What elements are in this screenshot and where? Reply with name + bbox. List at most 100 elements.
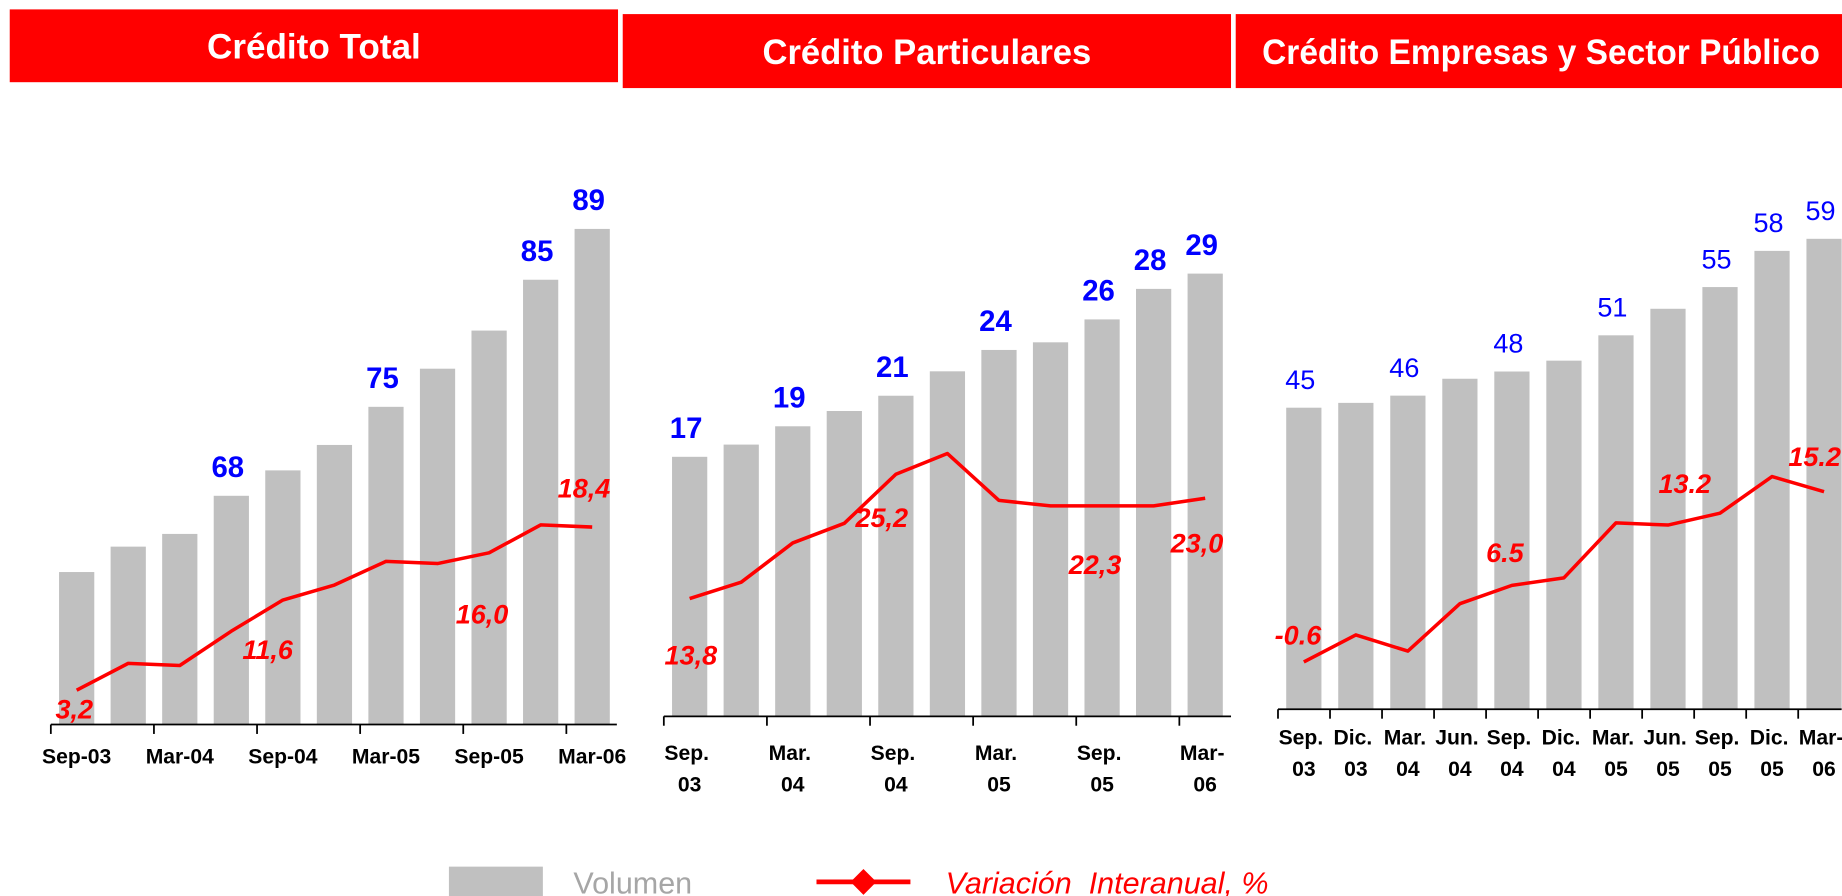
bar: [419, 368, 456, 725]
x-tick-label-line: Sep.: [1279, 727, 1329, 750]
x-tick-label-line: Dic.: [1334, 727, 1379, 750]
x-tick-label: Sep. 05: [1077, 742, 1127, 797]
x-tick-label: Mar. 05: [1592, 727, 1640, 782]
x-tick-label: Mar. 05: [975, 742, 1023, 797]
bar: [471, 330, 507, 725]
x-tick-label-line: Dic.: [1750, 727, 1795, 750]
bar: [1546, 360, 1582, 710]
bar-value-label: 55: [1701, 244, 1731, 274]
line-series: [1303, 474, 1825, 664]
legend-label: Volumen: [573, 867, 692, 896]
line-value-label: 18,4: [558, 474, 611, 504]
bar: [1494, 371, 1530, 710]
x-tick-label: Mar-05: [352, 745, 420, 768]
bar-value-label: 85: [521, 235, 554, 268]
x-tick-label-line: Mar.: [769, 742, 817, 765]
x-tick-label-line: 04: [1396, 758, 1420, 781]
bar-value-label: 59: [1805, 196, 1835, 226]
x-tick-label-line: 05: [1604, 758, 1628, 781]
bar: [1084, 319, 1120, 717]
x-tick-label: Mar-06: [558, 745, 626, 768]
line-value-label: 23,0: [1170, 528, 1224, 558]
bar-value-label: 75: [366, 362, 399, 395]
bar: [1286, 407, 1322, 710]
x-tick-label-line: Sep.: [1487, 727, 1537, 750]
line-series: [75, 523, 593, 692]
bar-value-label: 24: [979, 305, 1012, 338]
line-value-label: 15.2: [1788, 442, 1841, 472]
line-series: [689, 451, 1206, 601]
x-tick-label: Sep. 05: [1695, 727, 1745, 782]
x-tick-label-line: Dic.: [1542, 727, 1587, 750]
x-tick-label-line: 05: [1708, 758, 1732, 781]
x-tick-label-line: 04: [1448, 758, 1472, 781]
bar: [162, 533, 198, 725]
x-tick-label: Mar-04: [146, 745, 214, 768]
bar-value-label: 26: [1082, 275, 1115, 308]
x-tick-label-line: Mar-: [1180, 742, 1230, 765]
x-tick-label-line: 03: [1292, 758, 1316, 781]
x-tick-label-line: 05: [1760, 758, 1784, 781]
x-tick-label: Mar. 04: [769, 742, 817, 797]
bar-value-label: 58: [1753, 208, 1783, 238]
bar: [110, 546, 146, 725]
line-value-label: 13,8: [665, 640, 718, 670]
x-tick-label-line: 05: [1090, 773, 1114, 796]
header-banner: [622, 14, 1232, 89]
x-tick-label: Dic. 05: [1750, 727, 1795, 782]
bar: [1032, 342, 1069, 717]
bar: [1702, 287, 1738, 710]
x-tick-label-line: Jun.: [1643, 727, 1692, 750]
bar: [1442, 378, 1478, 710]
line-value-label: 3,2: [56, 694, 94, 724]
bar: [672, 456, 708, 717]
x-tick-label: Sep. 04: [1487, 727, 1537, 782]
x-tick-label-line: 03: [1344, 758, 1368, 781]
bar-value-label: 51: [1597, 293, 1627, 323]
bar-value-label: 48: [1493, 329, 1523, 359]
x-tick-label-line: 04: [1500, 758, 1524, 781]
x-tick-label: Mar- 06: [1799, 727, 1842, 782]
bar: [1390, 395, 1426, 710]
x-tick-label: Jun. 04: [1435, 727, 1484, 782]
header-banner: [1235, 14, 1842, 89]
chart-title: Crédito Particulares: [762, 33, 1091, 72]
x-tick-label: Dic. 03: [1334, 727, 1379, 782]
x-tick-label-line: Mar-: [1799, 727, 1842, 750]
bar-value-label: 21: [876, 351, 909, 384]
x-tick-label-line: Sep.: [871, 742, 921, 765]
line-value-label: 25,2: [854, 503, 908, 533]
x-tick-label-line: 05: [987, 773, 1011, 796]
x-tick-label-line: 06: [1812, 758, 1836, 781]
x-tick-label: Jun. 05: [1643, 727, 1692, 782]
line-value-label: 11,6: [242, 635, 294, 665]
x-tick-label: Sep. 03: [664, 742, 714, 797]
x-tick-label-line: 04: [1552, 758, 1576, 781]
x-tick-label-line: 04: [781, 773, 805, 796]
bar: [775, 426, 811, 717]
bar: [929, 371, 966, 717]
x-tick-label: Sep. 04: [871, 742, 921, 797]
x-tick-label-line: Sep.: [1077, 742, 1127, 765]
bar-value-label: 45: [1285, 365, 1315, 395]
bar-value-label: 28: [1134, 244, 1167, 277]
bar-value-label: 17: [670, 412, 703, 445]
bar: [574, 228, 610, 725]
bar-value-label: 68: [211, 451, 244, 484]
legend-label: Variación Interanual, %: [946, 867, 1269, 896]
legend-swatch-bar: [448, 866, 543, 896]
bar: [59, 572, 95, 725]
bar: [1806, 238, 1842, 710]
line-value-label: 13.2: [1658, 469, 1711, 499]
bar: [1338, 402, 1374, 710]
bar: [878, 395, 914, 717]
x-tick-label: Sep. 03: [1279, 727, 1329, 782]
x-tick-label: Mar- 06: [1180, 742, 1230, 797]
x-tick-label-line: Mar.: [975, 742, 1023, 765]
x-tick-label-line: Mar.: [1592, 727, 1640, 750]
bar: [1187, 273, 1223, 717]
bar: [981, 349, 1017, 717]
line-value-label: -0.6: [1275, 620, 1323, 650]
x-tick-label-line: 03: [678, 773, 702, 796]
